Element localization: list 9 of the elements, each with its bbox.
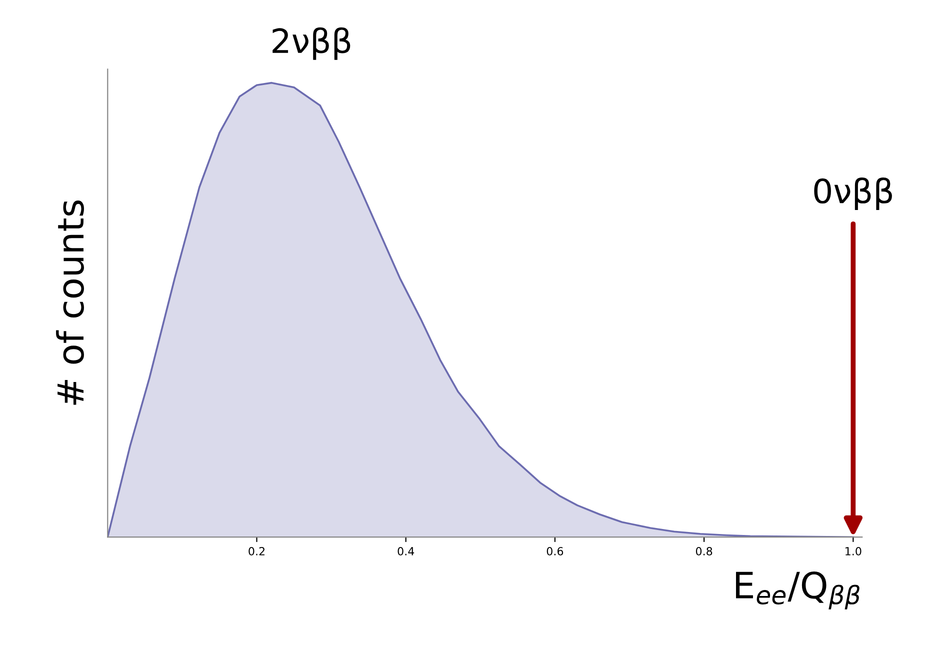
x-tick-label: 0.8 (696, 547, 712, 556)
x-tick-label: 0.4 (398, 547, 414, 556)
x-tick-label: 0.6 (546, 547, 564, 556)
text: 2νββ (272, 27, 350, 60)
y-axis-title: # of counts (56, 200, 84, 405)
x-tick-label: 1.0 (846, 547, 862, 556)
x-axis-title: E$_{ee}$/Q$_{ββ}$ (736, 571, 860, 610)
x-tick-label: 0.2 (248, 547, 264, 556)
annotation: 0νββ (814, 178, 892, 210)
